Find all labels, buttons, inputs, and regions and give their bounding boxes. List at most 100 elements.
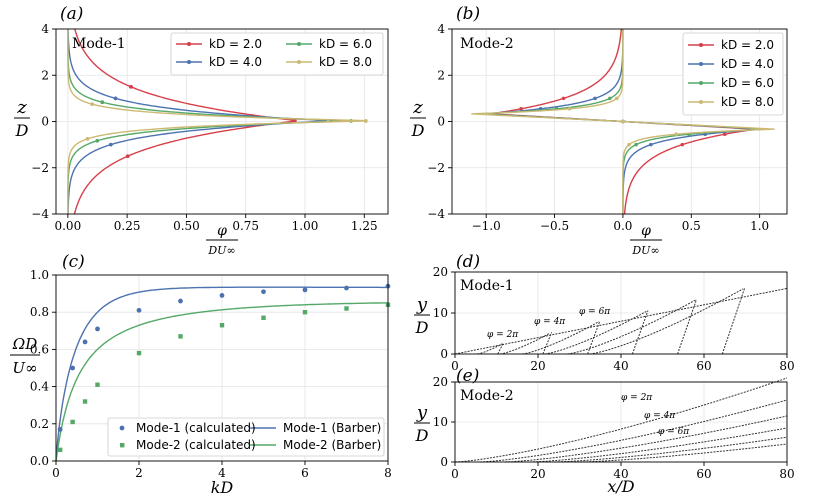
x-tick-label: 40: [613, 467, 628, 481]
x-tick-label: 1.0: [750, 219, 769, 233]
panel-c: 0 2 4 6 8 0.0 0.2 0.4 0.6 0.8 1.0 (c) ΩD U∞ kD Mod…: [10, 252, 392, 497]
series-marker-kd-6: [100, 100, 105, 105]
x-tick-label: 0: [451, 359, 459, 373]
panel-e-letter: (e): [456, 366, 479, 386]
legend-label: kD = 4.0: [721, 57, 774, 71]
panel-a-xlabel-den: DU∞: [207, 244, 235, 257]
y-tick-label: −4: [427, 207, 445, 221]
panel-d-ylabel-num: y: [416, 294, 428, 315]
y-tick-label: −2: [427, 161, 445, 175]
legend-marker: [699, 43, 703, 47]
y-tick-label: −2: [31, 161, 49, 175]
legend-marker: [699, 81, 703, 85]
x-tick-label: 0: [52, 466, 60, 480]
point-mode2: [136, 350, 142, 356]
point-mode1: [261, 289, 266, 295]
phase-annotation: φ = 4π: [644, 411, 676, 421]
series-marker-kd-6: [608, 96, 612, 101]
wavefront-divergent: [544, 310, 647, 355]
wavefront-transverse: [631, 310, 649, 355]
point-mode1: [70, 365, 75, 371]
phase-annotation: φ = 4π: [534, 317, 566, 327]
panel-b-xlabel-num: φ: [641, 223, 651, 239]
panel-d: 0 20 40 60 80 0 10 20 (d) Mode-1 y D φ = 2π φ = …: [414, 252, 795, 373]
phase-line: [529, 427, 788, 463]
legend-marker: [297, 42, 301, 46]
wavefront-divergent: [477, 343, 503, 355]
panel-b-mode: Mode-2: [460, 36, 514, 52]
x-tick-label: 0.50: [173, 219, 200, 233]
point-mode2: [344, 306, 349, 311]
point-mode1: [219, 293, 225, 298]
phase-annotation: φ = 6π: [658, 427, 690, 437]
series-marker-kd-2: [722, 132, 727, 137]
series-marker-kd-2: [125, 154, 130, 158]
y-tick-label: 20: [433, 265, 448, 279]
series-marker-kd-2: [129, 85, 133, 89]
series-marker-kd-6: [95, 138, 100, 143]
wavefront-divergent: [499, 332, 551, 355]
panel-e-ylabel-num: y: [416, 402, 428, 423]
y-tick-label: 0: [437, 115, 445, 129]
x-tick-label: 20: [530, 359, 545, 373]
wavefront-transverse: [721, 287, 746, 355]
legend-label: Mode-2 (Barber): [283, 438, 381, 452]
phase-annotation: φ = 2π: [621, 393, 653, 403]
x-tick-label: 1.25: [351, 219, 378, 233]
phase-line: [579, 443, 788, 463]
point-mode2: [70, 419, 75, 425]
legend-marker: [699, 62, 703, 66]
y-tick-label: 10: [433, 415, 448, 429]
panel-d-letter: (d): [456, 252, 480, 272]
x-tick-label: 0: [451, 467, 459, 481]
panel-c-ylabel-den: U∞: [12, 359, 37, 377]
point-mode1: [136, 307, 142, 313]
phase-annotation: φ = 2π: [487, 330, 519, 340]
point-mode2: [82, 399, 88, 404]
series-marker-kd-4: [593, 96, 597, 101]
y-tick-label: 0: [41, 115, 49, 129]
series-marker-kd-4: [113, 96, 118, 101]
x-tick-label: 0.0: [613, 219, 632, 233]
x-tick-label: 0.00: [54, 219, 81, 233]
series-marker-kd-8: [621, 119, 625, 124]
legend-marker: [120, 443, 125, 448]
series-marker-kd-8: [614, 96, 619, 101]
panel-d-mode: Mode-1: [460, 278, 514, 294]
series-marker-kd-8: [90, 102, 94, 106]
y-tick-label: 4: [437, 22, 445, 36]
point-mode1: [178, 298, 183, 304]
x-tick-label: −1.0: [472, 219, 501, 233]
wavefront-divergent: [522, 321, 600, 355]
legend-marker: [297, 60, 301, 64]
y-tick-label: 0.2: [30, 417, 49, 431]
phase-annotation: φ = 6π: [579, 307, 611, 317]
legend-marker: [699, 100, 703, 104]
y-tick-label: 4: [41, 22, 49, 36]
x-tick-label: 1.00: [292, 219, 319, 233]
x-tick-label: 2: [135, 466, 143, 480]
point-mode2: [57, 447, 63, 453]
point-mode1: [344, 285, 349, 291]
point-mode2: [261, 315, 266, 320]
series-marker-kd-8: [567, 106, 572, 111]
series-line-kd-2: [73, 28, 297, 215]
point-mode2: [219, 323, 225, 328]
x-tick-label: 0.75: [232, 219, 259, 233]
y-tick-label: 0: [440, 455, 448, 469]
y-tick-label: −4: [31, 207, 49, 221]
panel-b-ylabel-den: D: [411, 121, 425, 140]
series-marker-kd-4: [649, 142, 653, 147]
phase-line: [479, 399, 788, 463]
legend-label: kD = 2.0: [721, 38, 774, 52]
wavefront-divergent: [567, 299, 697, 355]
legend-label: Mode-2 (calculated): [136, 438, 256, 452]
x-tick-label: 40: [613, 359, 628, 373]
x-tick-label: 8: [384, 466, 392, 480]
panel-e-mode: Mode-2: [460, 388, 514, 404]
y-tick-label: 2: [41, 68, 49, 82]
series-marker-kd-2: [680, 142, 685, 147]
series-marker-kd-4: [109, 142, 113, 147]
